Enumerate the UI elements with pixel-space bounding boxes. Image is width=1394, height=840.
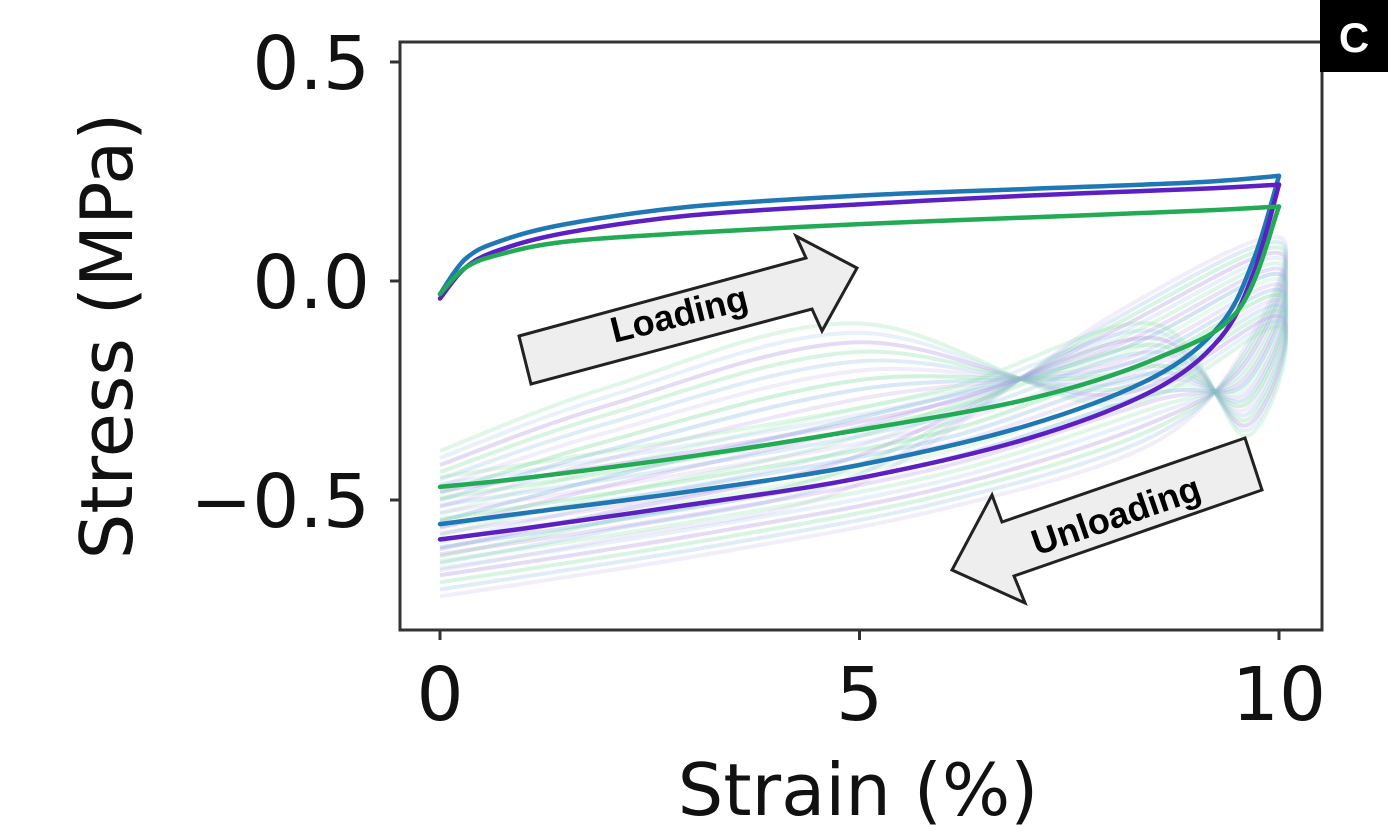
faint-cycle-curve bbox=[439, 255, 1289, 571]
faint-cycle-curve bbox=[439, 261, 1289, 564]
unloading-arrow-shape bbox=[949, 436, 1264, 606]
faint-cycle-curve bbox=[439, 250, 1289, 578]
faint-cycle-curve bbox=[439, 321, 1289, 480]
faint-cycle-curve bbox=[439, 313, 1289, 494]
unloading-curve bbox=[437, 204, 1282, 490]
y-tick-label: 0.5 bbox=[252, 21, 370, 107]
loading-curve bbox=[437, 173, 1282, 297]
faint-cycle-curve bbox=[439, 266, 1289, 557]
y-ticks: −0.5 0.0 0.5 bbox=[190, 21, 400, 545]
panel-label: C bbox=[1320, 0, 1388, 72]
x-axis-title: Strain (%) bbox=[678, 748, 1039, 832]
x-tick-label: 0 bbox=[416, 652, 463, 738]
panel-label-box bbox=[1320, 0, 1388, 72]
faint-cycle-curve bbox=[439, 298, 1289, 515]
faint-cycle-curve bbox=[439, 319, 1289, 487]
x-tick-label: 10 bbox=[1232, 652, 1326, 738]
x-tick-label: 5 bbox=[836, 652, 883, 738]
faint-cycle-curve bbox=[439, 277, 1289, 543]
y-tick-label: 0.0 bbox=[252, 240, 370, 326]
panel-label-text: C bbox=[1339, 14, 1369, 61]
faint-cycle-curve bbox=[439, 287, 1289, 529]
faint-cycle-curve bbox=[439, 234, 1289, 599]
y-axis-title: Stress (MPa) bbox=[65, 113, 149, 560]
loading-curve bbox=[437, 182, 1282, 301]
x-ticks: 0 5 10 bbox=[416, 630, 1326, 738]
loading-arrow-shape bbox=[517, 232, 860, 386]
faint-cycle-curve bbox=[439, 292, 1289, 522]
faint-cycle-curve bbox=[439, 240, 1289, 592]
loading-curve bbox=[437, 204, 1282, 297]
faint-cycle-curve bbox=[439, 303, 1289, 508]
unloading-curve bbox=[437, 173, 1282, 527]
main-curves bbox=[437, 173, 1282, 542]
y-tick-label: −0.5 bbox=[190, 459, 370, 545]
